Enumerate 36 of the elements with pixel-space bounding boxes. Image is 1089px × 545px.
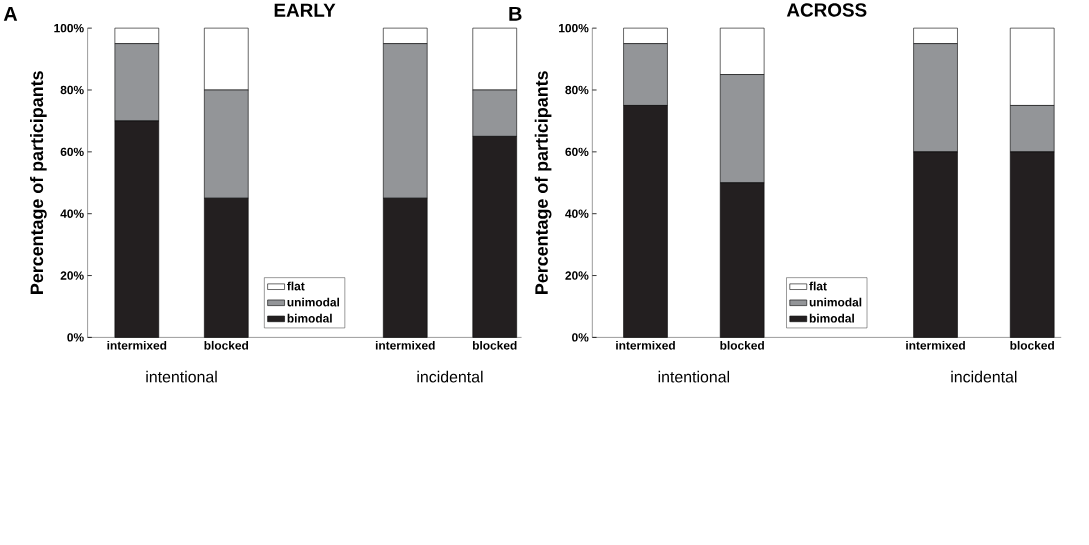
y-tick-label: 0%: [67, 333, 84, 342]
y-tick-label: 0%: [572, 333, 589, 342]
x-tick-label: intermixed: [616, 341, 675, 350]
legend-label: flat: [809, 281, 827, 291]
legend-label: bimodal: [287, 314, 332, 323]
y-tick-label: 60%: [565, 147, 589, 157]
y-tick-label: 100%: [54, 24, 84, 33]
text: incidental: [417, 371, 483, 383]
x-tick-label: blocked: [204, 341, 249, 350]
y-axis-title: Percentage of participants: [534, 71, 552, 295]
chart-title: ACROSS: [786, 3, 867, 17]
y-tick-label: 20%: [565, 271, 589, 280]
legend-label: flat: [287, 281, 305, 291]
x-tick-label: intermixed: [906, 341, 965, 350]
x-tick-label: blocked: [720, 341, 764, 350]
y-tick-label: 80%: [60, 85, 84, 95]
x-tick-label: intermixed: [375, 341, 435, 350]
y-tick-label: 20%: [60, 271, 84, 280]
x-tick-label: blocked: [472, 341, 517, 350]
x-tick-label: blocked: [1010, 341, 1054, 350]
y-tick-label: 40%: [565, 209, 589, 219]
chart-title: EARLY: [274, 3, 336, 17]
text: A: [3, 7, 18, 21]
y-tick-label: 100%: [559, 24, 589, 33]
legend-label: unimodal: [809, 297, 862, 307]
y-tick-label: 40%: [60, 209, 84, 219]
text: incidental: [951, 371, 1017, 383]
y-tick-label: 60%: [60, 147, 84, 157]
text: intentional: [658, 371, 729, 383]
legend-label: bimodal: [809, 314, 854, 323]
legend-label: unimodal: [287, 297, 340, 307]
y-axis-title: Percentage of participants: [30, 71, 47, 295]
text: intentional: [146, 371, 217, 383]
y-tick-label: 80%: [565, 85, 589, 95]
text: B: [509, 7, 522, 21]
x-tick-label: intermixed: [107, 341, 167, 350]
